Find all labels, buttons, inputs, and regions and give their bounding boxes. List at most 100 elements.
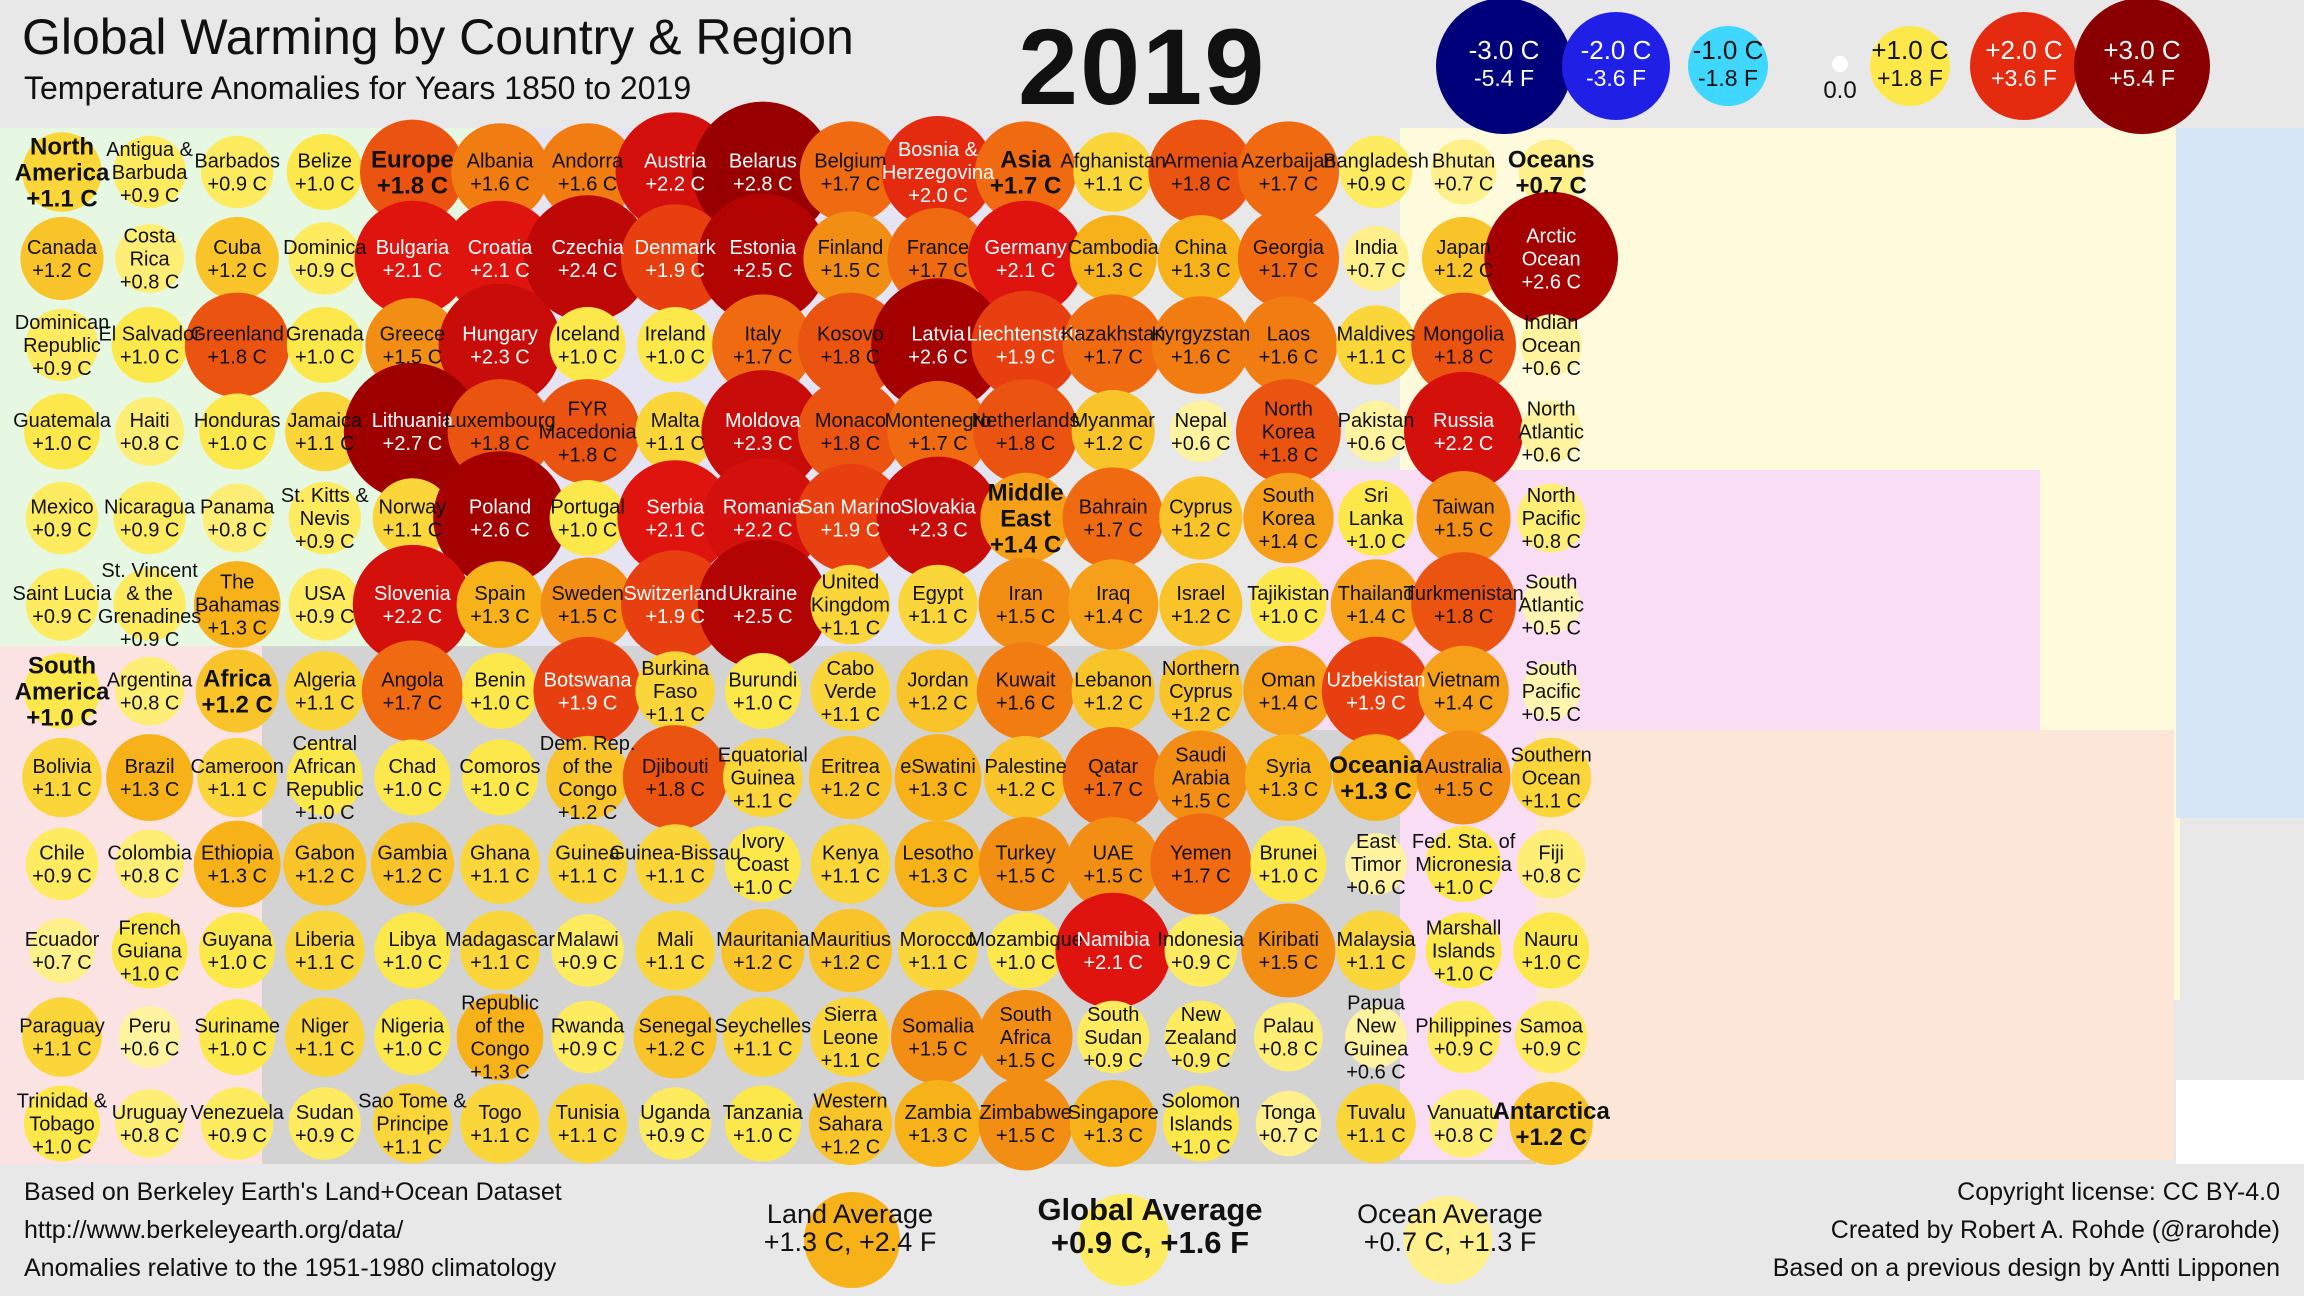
cell-label: Montenegro <box>885 410 992 432</box>
cell-value: +0.9 C <box>1171 952 1230 974</box>
cell-label: Monaco <box>815 410 886 432</box>
cell-moldova: Moldova+2.3 C <box>725 410 801 455</box>
cell-value: +1.5 C <box>1083 866 1142 888</box>
cell-value: +0.9 C <box>1434 1039 1493 1061</box>
cell-argentina: Argentina+0.8 C <box>107 670 193 715</box>
bubble-niger <box>285 997 365 1077</box>
cell-label: Czechia <box>551 237 624 259</box>
cell-label: Southern <box>1511 745 1592 767</box>
cell-indonesia: Indonesia+0.9 C <box>1157 929 1245 974</box>
cell-value: +1.9 C <box>821 520 880 542</box>
bubble-morocco <box>898 910 978 991</box>
cell-label: Pacific <box>1522 681 1581 703</box>
cell-label: Israel <box>1176 583 1225 605</box>
cell-tuvalu: Tuvalu+1.1 C <box>1346 1102 1405 1147</box>
legend-label-f: +1.8 F <box>1877 65 1943 91</box>
cell-poland: Poland+2.6 C <box>469 497 531 542</box>
land-average-label: Land Average <box>766 1199 934 1229</box>
bubble-sudan <box>288 1087 361 1160</box>
bubble-israel <box>1159 562 1243 647</box>
bubble-lithuania <box>343 362 481 501</box>
cell-value: +1.1 C <box>558 866 617 888</box>
cell-label: South <box>1262 485 1314 507</box>
cell-senegal: Senegal+1.2 C <box>638 1016 711 1061</box>
cell-mexico: Mexico+0.9 C <box>30 497 93 542</box>
cell-label: Poland <box>469 497 531 519</box>
cell-label: Georgia <box>1253 237 1325 259</box>
cell-value: +1.0 C <box>383 1039 442 1061</box>
bubble-guyana <box>199 912 276 989</box>
cell-label: Togo <box>478 1102 521 1124</box>
cell-value: +1.0 C <box>295 802 354 824</box>
cell-label: Jordan <box>907 670 968 692</box>
cell-label: Bhutan <box>1432 151 1495 173</box>
cell-label: Asia <box>1000 146 1051 173</box>
bubble-palestine <box>984 735 1068 820</box>
cell-label: Kuwait <box>996 670 1056 692</box>
cell-netherlands: Netherlands+1.8 C <box>972 410 1080 455</box>
cell-label: Cuba <box>213 237 262 259</box>
cell-value: +2.2 C <box>645 174 704 196</box>
bubble-myanmar <box>1071 389 1155 474</box>
cell-label: Liechtenstein <box>967 324 1085 346</box>
cell-oceania: Oceania+1.3 C <box>1329 752 1423 805</box>
cell-palau: Palau+0.8 C <box>1259 1016 1318 1061</box>
footer-url[interactable]: http://www.berkeleyearth.org/data/ <box>24 1216 404 1244</box>
cell-value: +1.1 C <box>207 779 266 801</box>
bubble-dominica <box>288 222 361 295</box>
cell-label: Libya <box>388 929 437 951</box>
bubble-cameroon <box>197 737 277 818</box>
cell-value: +1.1 C <box>645 704 704 726</box>
cell-switzerland: Switzerland+1.9 C <box>624 583 727 628</box>
cell-label: Leone <box>823 1027 879 1049</box>
cell-value: +1.0 C <box>207 952 266 974</box>
cell-label: Oceania <box>1329 752 1423 779</box>
cell-tanzania: Tanzania+1.0 C <box>723 1102 804 1147</box>
cell-value: +0.9 C <box>120 520 179 542</box>
bubble-north-america <box>22 132 102 212</box>
cell-label: Iceland <box>555 324 620 346</box>
cell-label: Yemen <box>1170 843 1232 865</box>
cell-bangladesh: Bangladesh+0.9 C <box>1323 151 1429 196</box>
cell-djibouti: Djibouti+1.8 C <box>642 756 709 801</box>
bubble-east-timor <box>1345 833 1407 895</box>
cell-label: Bosnia & <box>898 139 979 161</box>
bubble-cuba <box>195 216 279 301</box>
cell-label: Botswana <box>544 670 633 692</box>
bubble-tuvalu <box>1336 1083 1416 1164</box>
cell-label: Peru <box>128 1016 170 1038</box>
cell-value: +2.5 C <box>733 260 792 282</box>
bubble-montenegro <box>887 380 989 483</box>
bubble-ukraine <box>697 539 828 670</box>
cell-label: East <box>1000 505 1051 532</box>
cell-label: Atlantic <box>1518 595 1584 617</box>
cell-label: Guinea <box>555 843 620 865</box>
bubble-papua-new-guinea <box>1345 1006 1407 1068</box>
cell-value: +1.1 C <box>733 1039 792 1061</box>
cell-label: Central <box>293 733 357 755</box>
cell-value: +0.9 C <box>32 606 91 628</box>
average-bubble <box>1404 1196 1492 1284</box>
bubble-turkmenistan <box>1411 552 1516 657</box>
cell-value: +1.1 C <box>821 618 880 640</box>
cell-belize: Belize+1.0 C <box>295 151 354 196</box>
cell-label: Djibouti <box>642 756 709 778</box>
cell-value: +1.9 C <box>996 347 1055 369</box>
cell-africa: Africa+1.2 C <box>202 665 273 718</box>
cell-nicaragua: Nicaragua+0.9 C <box>104 497 196 542</box>
cell-label: Haiti <box>130 410 170 432</box>
cell-value: +1.5 C <box>996 866 1055 888</box>
cell-value: +1.5 C <box>1434 520 1493 542</box>
cell-cambodia: Cambodia+1.3 C <box>1068 237 1160 282</box>
cell-label: Lebanon <box>1074 670 1152 692</box>
bubble-antarctica <box>1509 1081 1593 1166</box>
bubble-northern-cyprus <box>1159 649 1243 733</box>
cell-label: Greenland <box>190 324 283 346</box>
bubble-india <box>1343 225 1409 292</box>
bubble-egypt <box>898 564 978 645</box>
bubble-tonga <box>1255 1090 1321 1157</box>
